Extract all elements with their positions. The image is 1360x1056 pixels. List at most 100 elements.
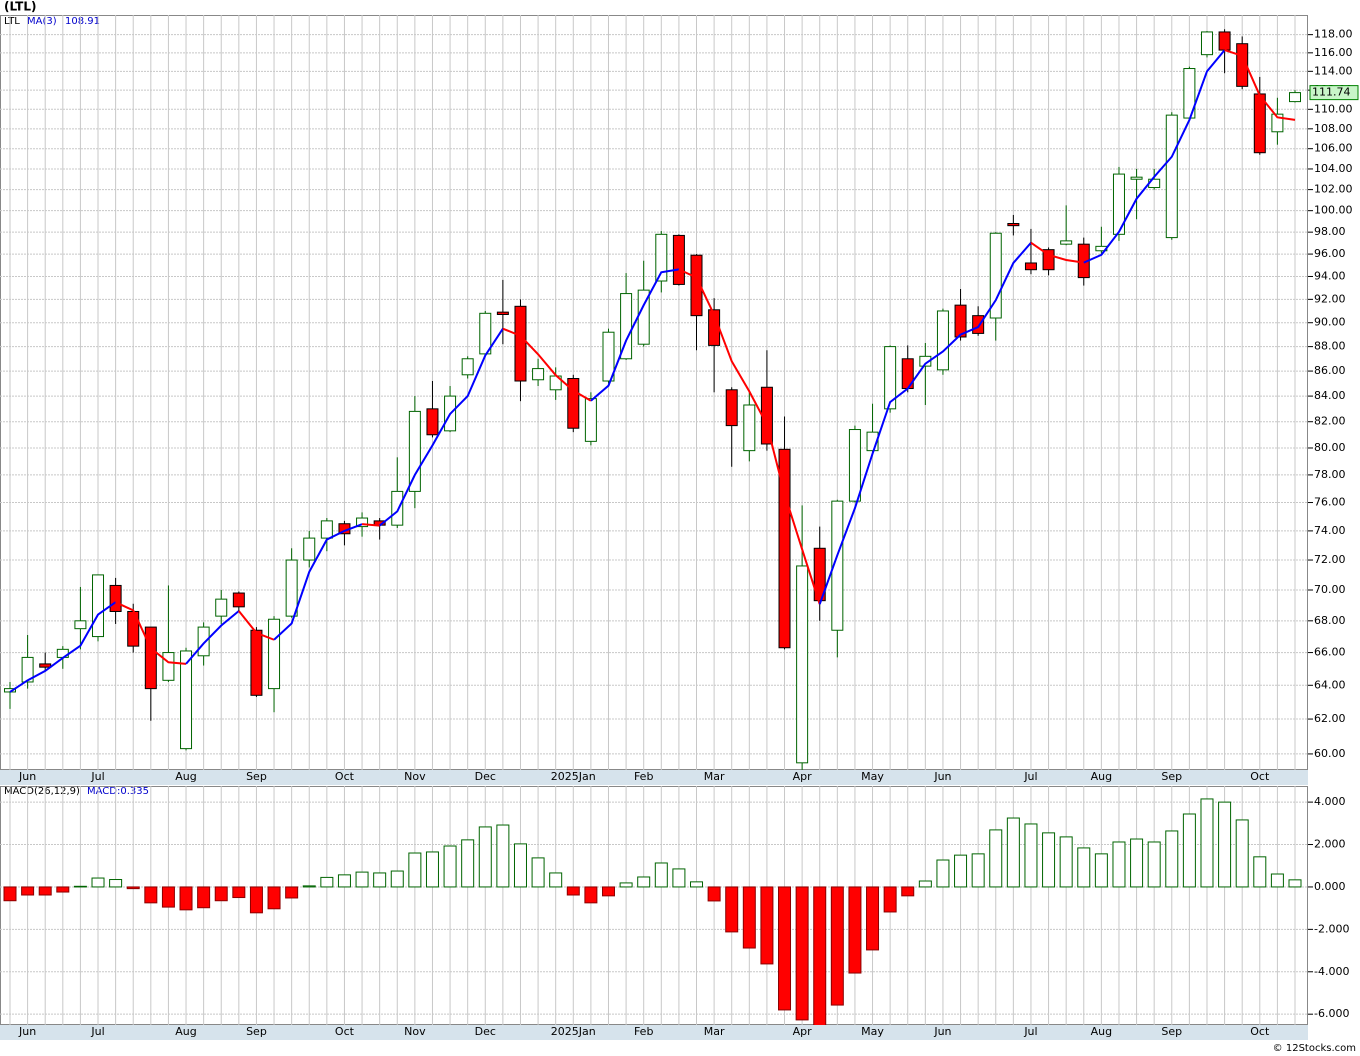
y-tick-label: 66.00 (1314, 646, 1346, 659)
bar (1130, 838, 1144, 888)
x-tick-label: 2025Jan (551, 770, 596, 783)
candle-body (778, 448, 791, 649)
y-tick-label: 78.00 (1314, 468, 1346, 481)
bar (883, 886, 897, 913)
candle-body (1007, 223, 1020, 227)
x-tick-label: Jul (1023, 770, 1037, 783)
candle-body (884, 346, 897, 410)
bar (126, 886, 140, 890)
x-tick-label: Mar (704, 770, 725, 783)
y-tick-label: 110.00 (1314, 102, 1353, 115)
candle-body (215, 598, 228, 617)
candle-body (92, 574, 105, 638)
bar (1042, 832, 1056, 888)
bar (1200, 798, 1214, 888)
y-tick-label: 96.00 (1314, 247, 1346, 260)
plot-layer (3, 798, 1302, 1025)
candle-body (655, 233, 668, 282)
bar (56, 886, 70, 893)
footer: © 12Stocks.com (1273, 1043, 1356, 1054)
x-tick-label: Aug (175, 1025, 196, 1038)
bar (232, 886, 246, 899)
bar (320, 876, 334, 888)
y-tick-label: -6.000 (1314, 1007, 1349, 1020)
bar (936, 859, 950, 888)
bar (672, 868, 686, 888)
bar (408, 852, 422, 888)
candle-body (250, 629, 263, 696)
x-tick-label: Jun (18, 1025, 36, 1038)
candle-body (268, 618, 281, 690)
candle-body (426, 408, 439, 436)
bar (21, 886, 35, 896)
bar (249, 886, 263, 914)
legend-ma: MA(3) (27, 16, 57, 27)
ma-line (238, 610, 275, 641)
bar (109, 879, 123, 888)
bar (690, 881, 704, 888)
candle-body (831, 500, 844, 631)
ma-line (361, 523, 380, 527)
candle-body (1165, 114, 1178, 239)
ma-line (678, 268, 821, 605)
candle-body (1271, 113, 1284, 133)
candle-body (303, 537, 316, 561)
macd-frame (0, 786, 1308, 1025)
x-tick-label: Sep (246, 1025, 267, 1038)
ma-line (1083, 49, 1226, 264)
bar (38, 886, 52, 896)
x-tick-label: Jun (933, 1025, 951, 1038)
ma-line (590, 268, 680, 402)
candle-body (796, 565, 809, 764)
candle-body (954, 304, 967, 338)
x-tick-label: Apr (793, 770, 813, 783)
bar (566, 886, 580, 896)
x-tick-label: Jul (90, 770, 104, 783)
candle-body (109, 584, 122, 612)
ma-line (273, 523, 363, 641)
bar (760, 886, 774, 965)
bar (848, 886, 862, 974)
x-tick-label: Nov (404, 770, 426, 783)
bar (1147, 841, 1161, 888)
bar (197, 886, 211, 909)
bar (91, 877, 105, 888)
ma-line (9, 601, 117, 693)
candle-body (1236, 43, 1249, 87)
x-tick-label: Dec (475, 1025, 496, 1038)
candle-body (1042, 249, 1055, 271)
y-tick-label: 76.00 (1314, 496, 1346, 509)
y-tick-label: 118.00 (1314, 28, 1353, 41)
y-tick-label: 108.00 (1314, 122, 1353, 135)
bar (144, 886, 158, 904)
candle-body (1130, 176, 1143, 180)
y-tick-label: 68.00 (1314, 614, 1346, 627)
y-tick-label: 102.00 (1314, 183, 1353, 196)
x-tick-label: May (861, 770, 884, 783)
ma-line (1030, 241, 1084, 264)
bar (971, 853, 985, 888)
bar (337, 874, 351, 888)
x-tick-label: Feb (634, 770, 653, 783)
plot-layer (0, 15, 1308, 770)
x-tick-label: Feb (634, 1025, 653, 1038)
x-tick-label: Jul (1023, 1025, 1037, 1038)
y-tick-label: 60.00 (1314, 747, 1346, 760)
macd-title: MACD(26,12,9) (4, 786, 80, 797)
x-tick-label: Sep (1161, 770, 1182, 783)
y-tick-label: 74.00 (1314, 524, 1346, 537)
candle-body (567, 378, 580, 429)
ma-line (502, 327, 592, 402)
bar (1006, 817, 1020, 888)
x-tick-label: Oct (1250, 1025, 1270, 1038)
bar (531, 857, 545, 888)
bar (1077, 847, 1091, 888)
y-tick-label: 100.00 (1314, 204, 1353, 217)
bar (830, 886, 844, 1006)
bar (1094, 853, 1108, 888)
candle-body (936, 310, 949, 371)
bar (601, 886, 615, 897)
bar (989, 829, 1003, 888)
bar (725, 886, 739, 933)
candle-body (391, 490, 404, 526)
